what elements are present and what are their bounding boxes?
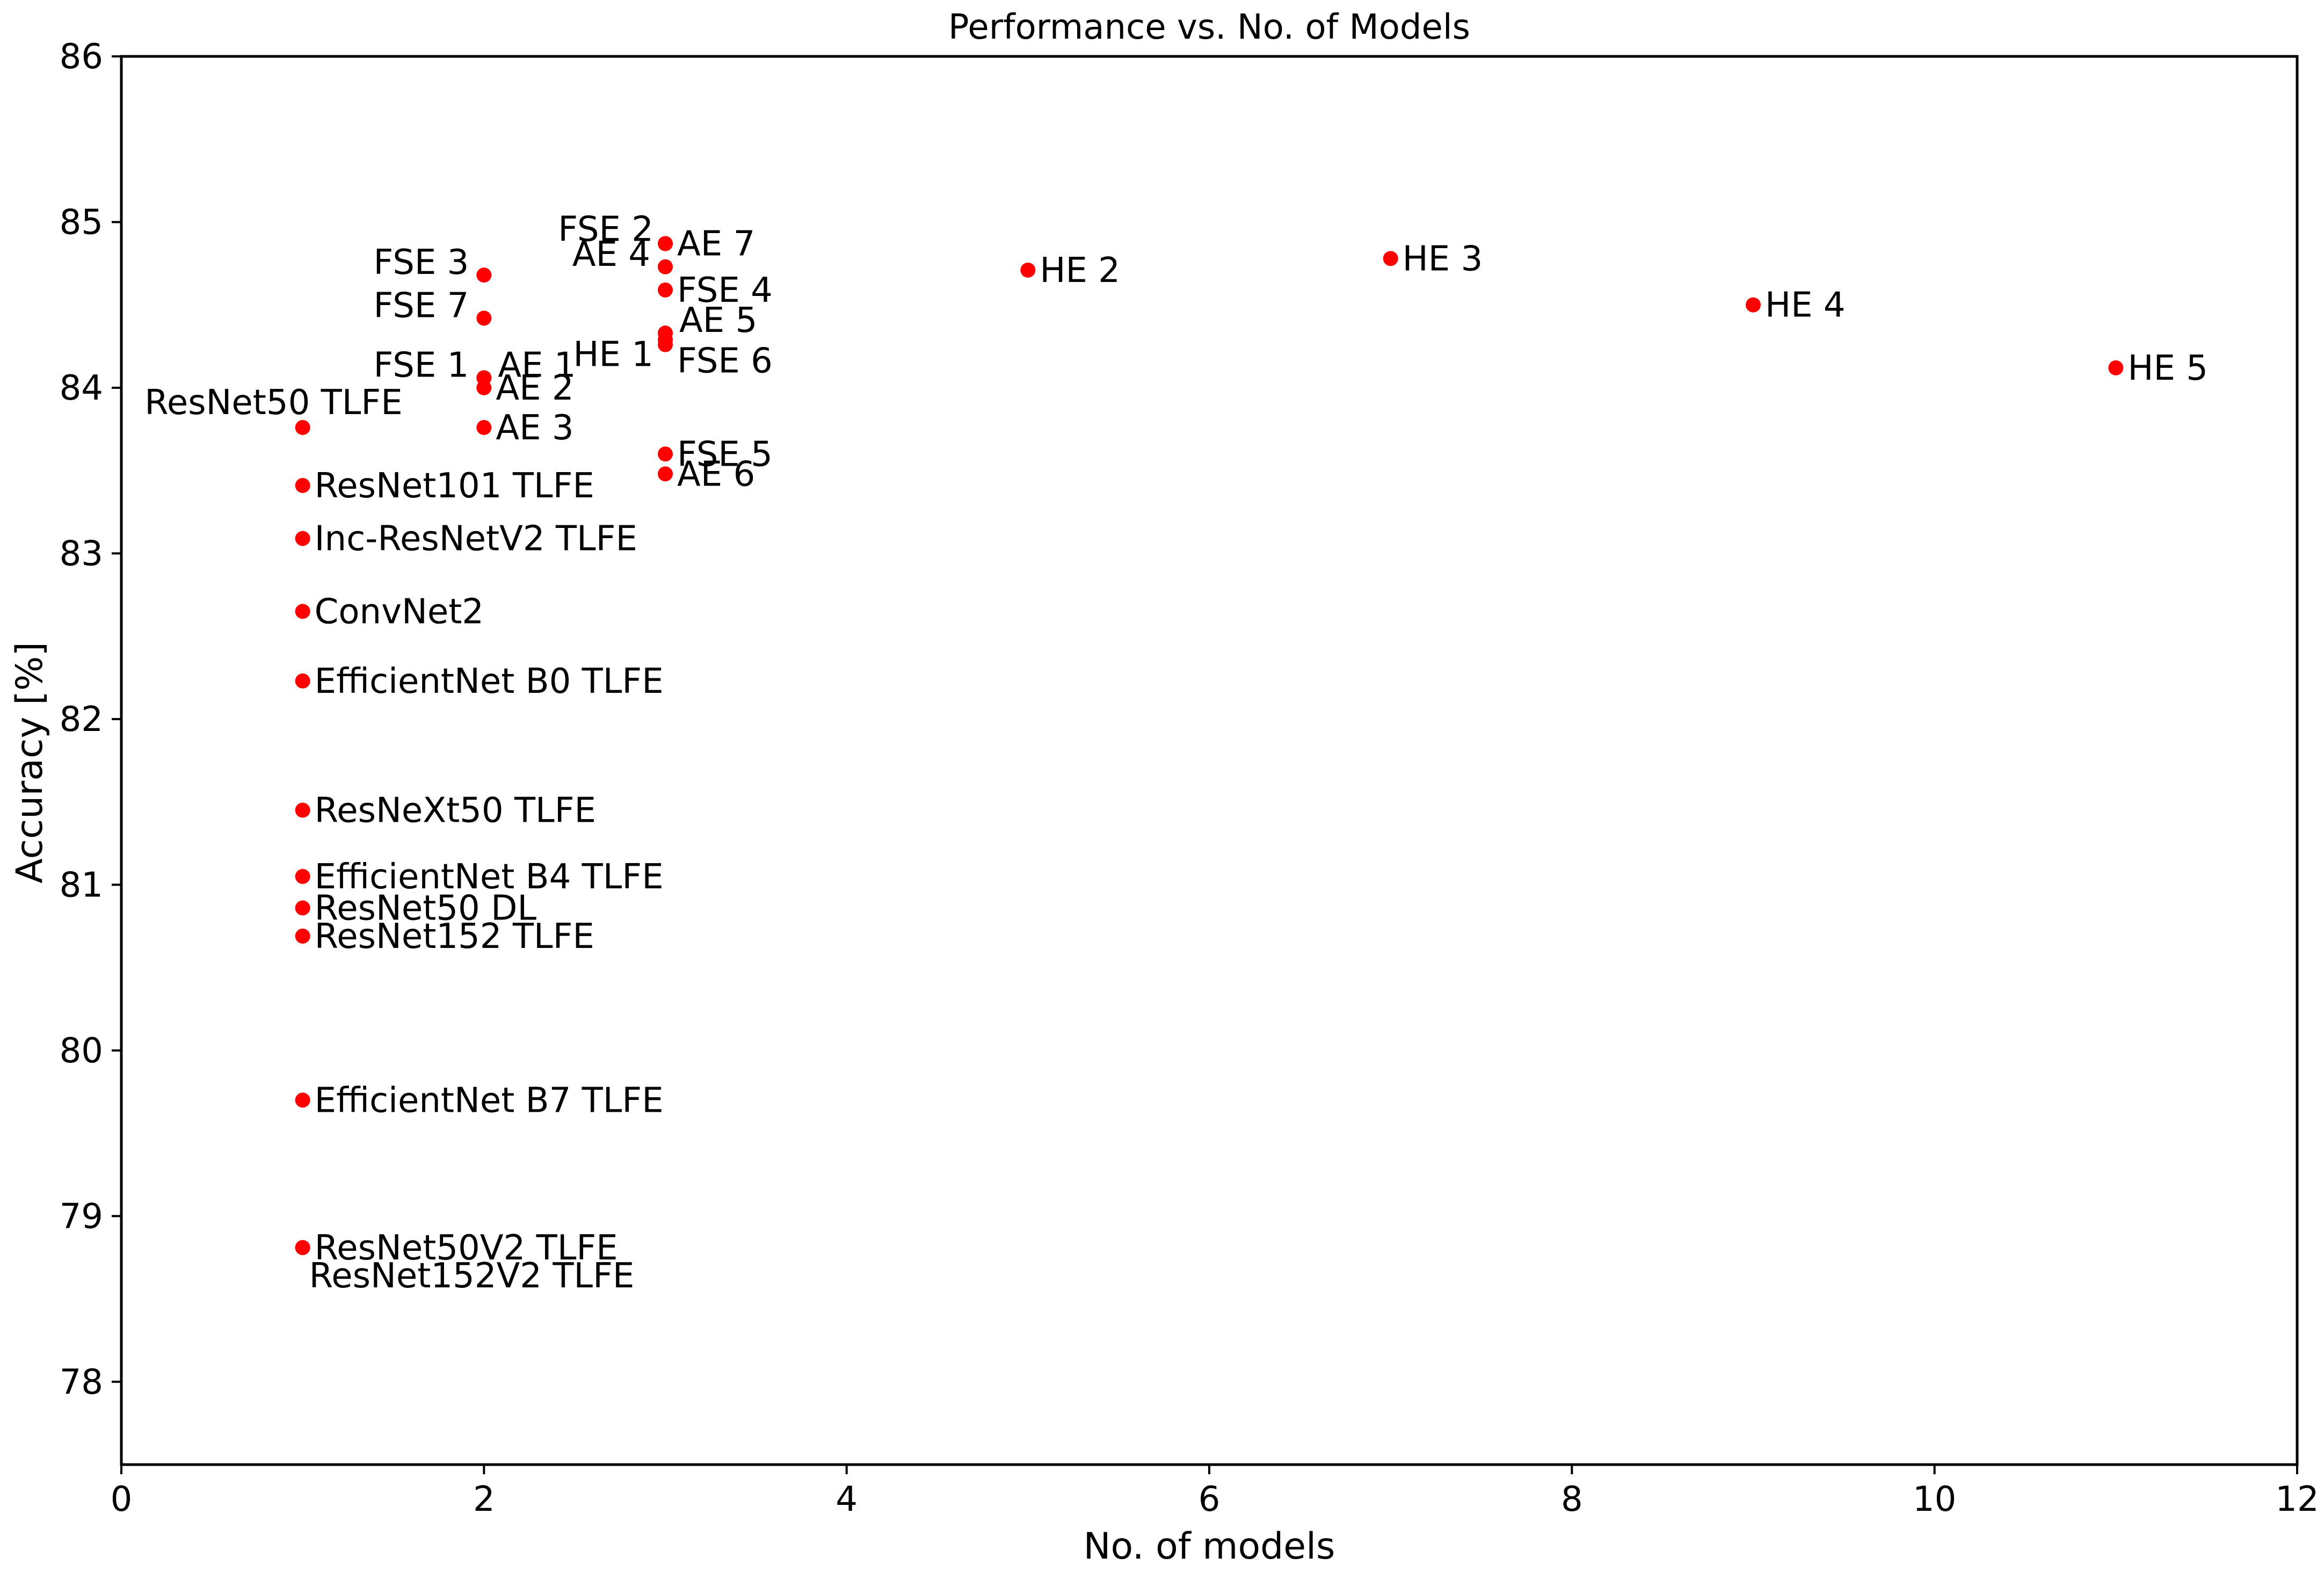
- point-label: FSE 3: [374, 243, 469, 283]
- y-axis: 78 79 80 81 82 83 84 85 86: [60, 37, 121, 1402]
- point-label: HE 2: [1040, 251, 1120, 291]
- x-tick-label: 8: [1561, 1480, 1583, 1519]
- data-point: [1020, 262, 1036, 278]
- point-label: HE 3: [1403, 239, 1483, 279]
- data-point: [295, 1092, 310, 1108]
- y-axis-label: Accuracy [%]: [9, 642, 51, 883]
- point-label: EfficientNet B0 TLFE: [315, 662, 664, 701]
- point-label: ResNet101 TLFE: [315, 466, 594, 506]
- data-point: [295, 802, 310, 818]
- point-label: HE 1: [573, 335, 653, 374]
- data-point: [295, 900, 310, 916]
- data-point: [658, 282, 673, 298]
- data-point: [658, 446, 673, 462]
- data-point: [295, 673, 310, 689]
- data-point: [658, 337, 673, 352]
- point-label: AE 1: [498, 345, 576, 385]
- point-label: AE 6: [677, 454, 755, 494]
- chart-title: Performance vs. No. of Models: [948, 8, 1470, 47]
- x-axis-label: No. of models: [1084, 1525, 1335, 1568]
- x-axis: 0 2 4 6 8 10 12: [111, 1465, 2319, 1519]
- y-tick-label: 84: [60, 368, 103, 408]
- data-point: [658, 236, 673, 251]
- point-label: FSE 2: [558, 210, 653, 250]
- x-tick-label: 0: [111, 1480, 133, 1519]
- data-point: [658, 466, 673, 482]
- point-label: ResNet50 TLFE: [144, 383, 402, 423]
- data-point: [2108, 360, 2124, 375]
- point-label: HE 4: [1765, 286, 1846, 325]
- data-point: [295, 604, 310, 619]
- y-tick-label: 85: [60, 202, 103, 242]
- y-tick-label: 82: [60, 700, 103, 740]
- data-point: [476, 380, 492, 395]
- point-label: FSE 7: [374, 286, 469, 325]
- point-label: ResNet50 DL: [315, 889, 537, 929]
- data-point: [295, 1240, 310, 1255]
- x-tick-label: 2: [473, 1480, 495, 1519]
- x-tick-label: 12: [2275, 1480, 2319, 1519]
- data-point: [1383, 251, 1398, 266]
- point-label: ResNet152 TLFE: [315, 917, 594, 957]
- point-label: EfficientNet B7 TLFE: [315, 1081, 664, 1120]
- point-label: FSE 5: [677, 434, 773, 474]
- point-label: ResNet50V2 TLFE: [315, 1228, 618, 1268]
- x-tick-label: 6: [1199, 1480, 1221, 1519]
- data-point: [476, 419, 492, 435]
- data-point: [295, 928, 310, 944]
- point-label: AE 2: [496, 368, 573, 408]
- data-point: [658, 259, 673, 274]
- y-tick-label: 81: [60, 865, 103, 905]
- point-label: HE 5: [2127, 349, 2208, 388]
- y-tick-label: 80: [60, 1031, 103, 1071]
- point-label: AE 3: [496, 408, 573, 448]
- data-point: [476, 310, 492, 326]
- point-label: FSE 6: [677, 342, 773, 381]
- plot-area: ResNet50 TLFE ResNet101 TLFE Inc-ResNetV2 …: [144, 210, 2208, 1296]
- point-label: FSE 4: [677, 271, 773, 310]
- data-point: [295, 419, 310, 435]
- data-point: [295, 531, 310, 546]
- point-label: ConvNet2: [315, 592, 484, 632]
- data-point: [476, 267, 492, 283]
- data-point: [1746, 297, 1761, 313]
- data-point: [295, 477, 310, 493]
- x-tick-label: 10: [1913, 1480, 1956, 1519]
- y-tick-label: 79: [60, 1197, 103, 1236]
- y-tick-label: 78: [60, 1363, 103, 1402]
- point-label: EfficientNet B4 TLFE: [315, 857, 664, 897]
- point-label: AE 7: [677, 224, 755, 264]
- point-label: ResNeXt50 TLFE: [315, 791, 596, 831]
- y-tick-label: 86: [60, 37, 103, 77]
- data-point: [295, 868, 310, 884]
- point-label: AE 4: [572, 235, 650, 274]
- y-tick-label: 83: [60, 534, 103, 574]
- point-label: Inc-ResNetV2 TLFE: [315, 519, 637, 559]
- point-label: ResNet152V2 TLFE: [309, 1256, 635, 1296]
- point-label: AE 5: [679, 301, 757, 341]
- x-tick-label: 4: [836, 1480, 858, 1519]
- point-label: FSE 1: [374, 345, 469, 385]
